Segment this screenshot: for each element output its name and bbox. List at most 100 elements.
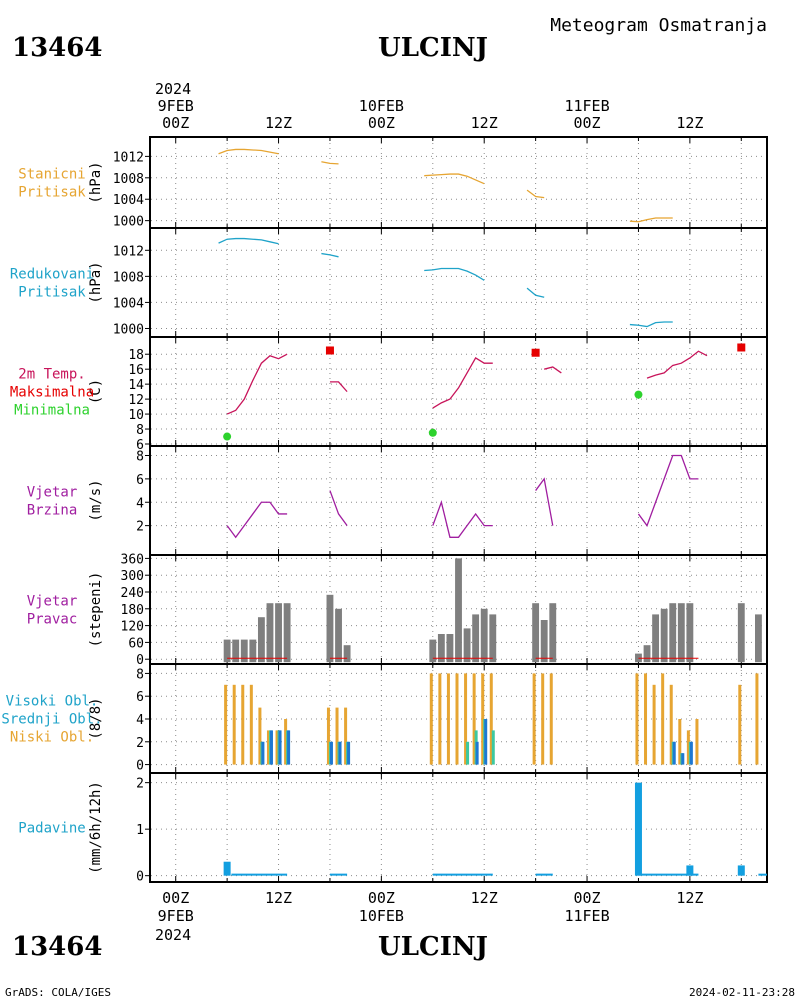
top-hour-label: 12Z: [471, 114, 498, 132]
y-tick-label: 180: [121, 603, 144, 618]
precip-bar: [737, 865, 745, 876]
wind-dir-bar: [249, 639, 257, 663]
y-tick-label: 6: [136, 690, 144, 705]
bottom-hour-label: 00Z: [368, 889, 395, 907]
y-tick-label: 4: [136, 713, 144, 728]
cloud-bar-visoki: [672, 741, 676, 765]
y-tick-label: 1008: [113, 270, 144, 285]
wind-dir-bar: [240, 639, 248, 663]
panel-label: Vjetar: [27, 485, 78, 501]
cloud-bar-niski: [738, 684, 742, 765]
panel-frame: [149, 336, 768, 447]
cloud-bar-niski: [472, 673, 476, 765]
panel-label: Niski Obl.: [10, 730, 94, 746]
wind-dir-bar: [540, 620, 548, 663]
y-tick-label: 300: [121, 569, 144, 584]
wind-dir-bar: [660, 608, 668, 663]
panel-precip: 0 1 2 (mm/6h/12h)Padavine: [18, 772, 768, 885]
cloud-bar-niski: [455, 673, 459, 765]
cloud-bar-visoki: [287, 730, 291, 765]
cloud-bar-niski: [284, 719, 288, 765]
y-tick-label: 1004: [113, 193, 144, 208]
wind-dir-bar: [446, 634, 454, 663]
wind-dir-bar: [737, 603, 745, 663]
cloud-bar-niski: [438, 673, 442, 765]
pressure-line: [526, 287, 545, 298]
cloud-bar-niski: [241, 684, 245, 765]
cloud-bar-niski: [635, 673, 639, 765]
cloud-bar-niski: [644, 673, 648, 765]
y-tick-label: 240: [121, 586, 144, 601]
subtitle: Meteogram Osmatranja: [550, 15, 767, 36]
precip-bar: [223, 861, 231, 876]
panel-label: Redukovani: [10, 267, 94, 283]
y-tick-label: 8: [136, 450, 144, 465]
cloud-bar-niski: [326, 707, 330, 765]
cloud-bar-visoki: [347, 741, 351, 765]
pressure-line: [218, 148, 279, 155]
cloud-bar-niski: [446, 673, 450, 765]
cloud-bar-visoki: [681, 753, 685, 765]
pressure-line: [424, 173, 485, 185]
top-hour-label: 12Z: [676, 114, 703, 132]
min-temp-marker: [634, 390, 643, 399]
pressure-line: [526, 189, 545, 199]
cloud-bar-niski: [344, 707, 348, 765]
min-temp-marker: [223, 432, 232, 441]
wind-dir-bar: [755, 614, 762, 663]
panel-label: Srednji Obl.: [1, 712, 102, 728]
cloud-bar-visoki: [261, 741, 265, 765]
unit-label: (C): [88, 379, 104, 404]
y-tick-label: 1000: [113, 215, 144, 230]
panel-clouds: 0 2 4 6 8 (8/8)Visoki Obl. Srednji Obl. Niski O…: [1, 663, 768, 774]
wind-dir-bar: [232, 639, 240, 663]
panel-frame: [149, 772, 768, 883]
y-tick-label: 4: [136, 496, 144, 511]
top-hour-label: 00Z: [162, 114, 189, 132]
cloud-bar-niski: [532, 673, 536, 765]
y-tick-label: 8: [136, 667, 144, 682]
cloud-bar-niski: [695, 719, 699, 765]
cloud-bar-niski: [266, 730, 270, 765]
unit-label: (mm/6h/12h): [88, 781, 104, 874]
cloud-bar-visoki: [484, 719, 488, 765]
panel-stanicni: 1000 1004 1008 1012 (hPa)Stanicni Pritisak: [18, 136, 768, 230]
panel-label: Pritisak: [18, 185, 86, 201]
bottom-hour-label: 00Z: [162, 889, 189, 907]
panel-wind_speed: 2 4 6 8 (m/s) Vjetar Brzina: [27, 445, 768, 556]
wind-dir-bar: [652, 614, 660, 663]
panel-frame: [149, 136, 768, 229]
cloud-bar-visoki: [329, 741, 333, 765]
wind-dir-bar: [437, 634, 445, 663]
temp-line: [329, 381, 348, 393]
wind-dir-bar: [532, 603, 540, 663]
wind-dir-bar: [343, 645, 351, 663]
cloud-bar-visoki: [269, 730, 273, 765]
y-tick-label: 0: [136, 759, 144, 774]
cloud-bar-niski: [549, 673, 553, 765]
max-temp-marker: [531, 348, 540, 357]
station-name: ULCINJ: [378, 33, 488, 63]
wind-dir-bar: [257, 617, 265, 663]
cloud-bar-niski: [275, 730, 279, 765]
bottom-date-label: 11FEB: [564, 907, 609, 925]
wind-speed-line: [637, 454, 699, 527]
top-hour-label: 00Z: [573, 114, 600, 132]
wind-dir-bar: [549, 603, 557, 663]
wind-dir-bar: [489, 614, 497, 663]
cloud-bar-niski: [541, 673, 545, 765]
cloud-bar-niski: [755, 673, 759, 765]
wind-dir-bar: [326, 594, 334, 663]
cloud-bar-niski: [661, 673, 665, 765]
unit-label: (8/8): [88, 697, 104, 739]
wind-dir-bar: [429, 639, 437, 663]
top-date-label: 9FEB: [158, 97, 194, 115]
unit-label: (hPa): [88, 161, 104, 203]
wind-dir-bar: [643, 645, 651, 663]
pressure-line: [218, 237, 279, 245]
y-tick-label: 18: [128, 348, 144, 363]
cloud-bar-srednji: [466, 741, 470, 765]
